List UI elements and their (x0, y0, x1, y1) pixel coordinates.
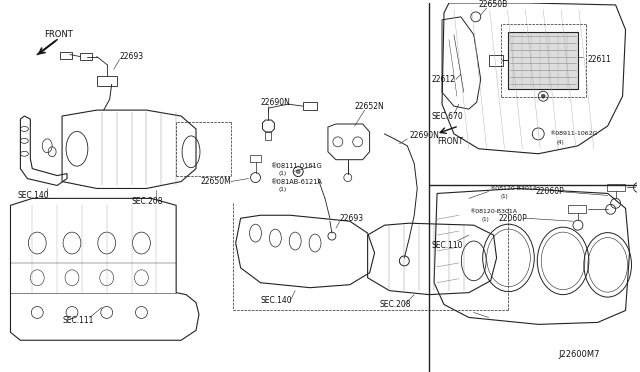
Text: J22600M7: J22600M7 (558, 350, 600, 359)
Text: (1): (1) (278, 187, 287, 192)
Circle shape (541, 94, 545, 98)
Text: (4): (4) (556, 140, 564, 145)
Text: ®08111-0161G: ®08111-0161G (270, 163, 322, 169)
Text: 22690N: 22690N (260, 98, 291, 107)
Text: SEC.208: SEC.208 (380, 300, 411, 309)
Bar (60, 52, 72, 58)
Text: SEC.208: SEC.208 (131, 197, 163, 206)
Text: 22612: 22612 (431, 75, 455, 84)
Bar (303, 102, 317, 110)
Bar (266, 132, 271, 140)
Text: ®08120-B301A: ®08120-B301A (489, 186, 537, 191)
Bar (250, 155, 262, 162)
Bar (568, 205, 586, 213)
Text: 22060P: 22060P (535, 187, 564, 196)
Text: (1): (1) (278, 171, 287, 176)
Bar (489, 55, 502, 67)
Text: (1): (1) (482, 217, 490, 222)
Text: ®08911-1062G: ®08911-1062G (549, 131, 598, 137)
Text: SEC.110: SEC.110 (431, 241, 463, 250)
Text: 22693: 22693 (340, 214, 364, 223)
Text: 22690N: 22690N (410, 131, 439, 140)
Text: 22693: 22693 (120, 52, 144, 61)
Text: 22650B: 22650B (479, 0, 508, 9)
Text: SEC.670: SEC.670 (431, 112, 463, 121)
Text: 22611: 22611 (588, 55, 612, 64)
Text: SEC.111: SEC.111 (62, 316, 93, 325)
Text: ®081AB-6121A: ®081AB-6121A (270, 179, 323, 185)
Text: FRONT: FRONT (437, 137, 463, 146)
Circle shape (296, 170, 300, 174)
Text: ®08120-B301A: ®08120-B301A (469, 209, 517, 214)
Bar (509, 32, 578, 89)
Text: 22650M: 22650M (201, 177, 232, 186)
Text: SEC.140: SEC.140 (260, 296, 292, 305)
Text: SEC.140: SEC.140 (17, 191, 49, 200)
Bar (607, 183, 625, 192)
Text: (1): (1) (500, 194, 508, 199)
Bar (97, 76, 116, 86)
Bar (80, 52, 92, 61)
Text: FRONT: FRONT (44, 30, 73, 39)
Text: 22652N: 22652N (355, 102, 385, 110)
Text: 22060P: 22060P (499, 214, 527, 223)
